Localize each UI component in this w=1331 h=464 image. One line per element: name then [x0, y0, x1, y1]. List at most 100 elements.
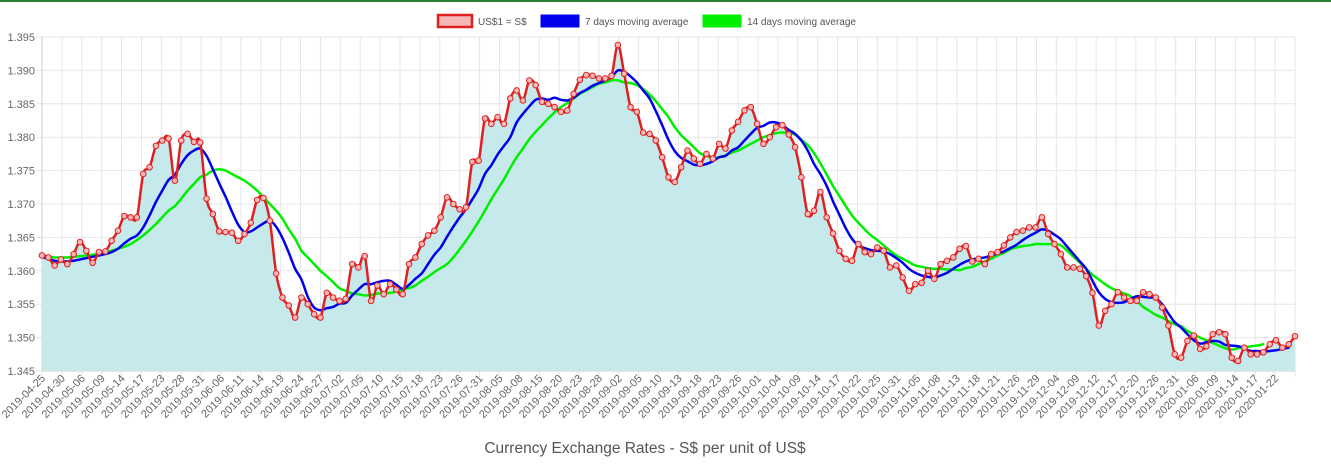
- data-point: [1095, 322, 1103, 329]
- data-point: [652, 137, 660, 144]
- data-point: [912, 280, 919, 288]
- data-point: [386, 280, 394, 288]
- data-point: [525, 77, 533, 84]
- data-point: [443, 194, 451, 201]
- series-area-fill: [42, 45, 1295, 371]
- data-point: [513, 87, 520, 94]
- data-point: [374, 282, 381, 289]
- data-point: [785, 131, 793, 138]
- data-point: [570, 90, 577, 98]
- data-point: [171, 177, 179, 184]
- data-point: [753, 120, 761, 128]
- data-point: [544, 100, 552, 108]
- y-tick-label: 1.375: [7, 166, 35, 178]
- data-point: [918, 279, 925, 287]
- data-point: [1291, 332, 1299, 340]
- data-point: [380, 290, 388, 298]
- legend: US$1 = S$ 7 days moving average 14 days mo…: [436, 13, 856, 29]
- data-point: [943, 257, 951, 265]
- data-point: [64, 260, 71, 268]
- data-point: [190, 138, 198, 146]
- data-point: [1063, 264, 1071, 271]
- data-point: [817, 188, 824, 196]
- data-point: [329, 294, 337, 301]
- data-point: [1177, 354, 1185, 361]
- data-point: [76, 238, 84, 246]
- data-point: [317, 314, 324, 321]
- data-point: [671, 178, 679, 186]
- y-tick-label: 1.395: [7, 32, 35, 44]
- data-point: [209, 210, 217, 218]
- data-point: [285, 302, 293, 309]
- data-point: [1076, 265, 1084, 273]
- data-point: [418, 240, 426, 248]
- data-point: [696, 160, 704, 168]
- data-point: [1165, 322, 1172, 329]
- data-point: [1234, 357, 1242, 365]
- y-tick-label: 1.380: [7, 132, 35, 144]
- data-point: [494, 113, 501, 121]
- data-point: [968, 258, 976, 265]
- data-point: [589, 72, 596, 80]
- data-point: [500, 120, 508, 128]
- data-point: [1133, 297, 1141, 305]
- data-point: [203, 195, 210, 202]
- data-point: [228, 229, 236, 237]
- data-point: [1032, 224, 1039, 231]
- data-point: [930, 275, 938, 283]
- y-tick-label: 1.360: [7, 266, 35, 278]
- data-point: [1139, 288, 1147, 296]
- data-point: [601, 75, 609, 82]
- data-point: [399, 290, 407, 298]
- data-point: [760, 140, 767, 148]
- data-point: [829, 230, 837, 237]
- data-point: [114, 227, 122, 235]
- data-point: [949, 254, 957, 261]
- data-point: [1019, 227, 1027, 235]
- data-point: [975, 255, 982, 263]
- data-point: [1038, 214, 1046, 221]
- data-point: [709, 155, 717, 162]
- data-point: [393, 286, 400, 293]
- data-point: [1120, 294, 1128, 301]
- data-point: [462, 204, 470, 211]
- data-point: [791, 143, 799, 151]
- data-point: [848, 257, 856, 265]
- data-point: [260, 194, 267, 202]
- data-point: [627, 103, 634, 111]
- data-point: [1215, 328, 1223, 336]
- data-point: [880, 247, 887, 255]
- data-point: [1272, 336, 1280, 344]
- data-point: [165, 135, 172, 142]
- data-point: [1114, 288, 1122, 296]
- data-point: [823, 214, 831, 221]
- legend-label: 7 days moving average: [585, 17, 689, 28]
- data-point: [532, 81, 539, 89]
- data-point: [310, 310, 318, 318]
- legend-swatch: [436, 13, 474, 29]
- data-point: [1184, 337, 1191, 345]
- data-point: [1228, 354, 1236, 361]
- data-point: [127, 214, 134, 221]
- data-point: [703, 150, 710, 158]
- data-point: [222, 228, 229, 236]
- data-point: [905, 287, 913, 295]
- data-point: [886, 264, 894, 271]
- data-point: [279, 294, 286, 301]
- data-point: [684, 147, 691, 154]
- data-point: [45, 254, 52, 261]
- data-point: [323, 289, 331, 297]
- data-point: [1082, 272, 1090, 280]
- data-point: [469, 158, 476, 166]
- data-point: [595, 75, 603, 82]
- legend-swatch: [540, 14, 580, 28]
- data-point: [981, 260, 989, 268]
- data-point: [253, 196, 261, 204]
- data-point: [1285, 340, 1292, 348]
- legend-label: US$1 = S$: [478, 17, 527, 28]
- data-point: [1279, 344, 1286, 351]
- data-point: [412, 254, 419, 261]
- data-point: [234, 237, 242, 245]
- data-point: [133, 214, 141, 221]
